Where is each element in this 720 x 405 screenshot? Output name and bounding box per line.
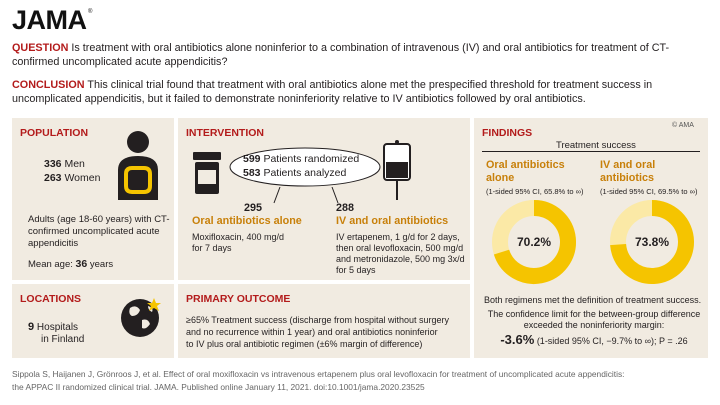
outcome-line-3: to IV plus oral antibiotic regimen (±6% … [186,339,423,349]
registered-mark: ® [88,9,93,15]
difference-value: -3.6% [500,332,535,347]
enrollment-ellipse [229,147,381,187]
allocation-arrows [273,187,339,204]
question-text: Is treatment with oral antibiotics alone… [12,42,670,68]
conclusion: CONCLUSION This clinical trial found tha… [12,78,712,106]
jama-logo: JAMA [12,5,87,35]
women-count: 263 [44,172,62,184]
men-count: 336 [44,158,62,170]
population-title: POPULATION [20,127,89,139]
conclusion-label: CONCLUSION [12,79,85,91]
oral-arm-name: Oral antibiotics alone [192,215,302,227]
mean-age-value: 36 [75,258,88,270]
locations-label-1: Hospitals [36,322,79,333]
iv-arm-name: IV and oral antibiotics [336,215,449,227]
iv-finding-ci: (1-sided 95% CI, 69.5% to ∞) [600,187,698,196]
randomized-label: Patients randomized [263,153,360,165]
intervention-title: INTERVENTION [186,127,264,139]
oral-finding-name-2: alone [486,172,515,184]
oral-count: 295 [244,202,263,214]
citation-line-2: the APPAC II randomized clinical trial. … [12,382,425,392]
iv-finding-name-1: IV and oral [600,159,656,171]
iv-donut-arc [610,200,694,284]
mean-age-unit: years [89,259,114,270]
question: QUESTION Is treatment with oral antibiot… [12,41,712,69]
findings-title: FINDINGS [482,127,533,139]
analyzed-label: Patients analyzed [263,167,347,179]
iv-detail-4: for 5 days [336,265,376,275]
oral-success-value: 70.2% [516,235,552,249]
difference-ci: (1-sided 95% CI, −9.7% to ∞); P = .26 [536,336,688,346]
randomized-count: 599 [243,153,261,165]
analyzed-row: 583 Patients analyzed [243,167,346,179]
findings-summary-2b: exceeded the noninferiority margin: [523,320,665,330]
outcome-title: PRIMARY OUTCOME [186,293,291,305]
iv-success-value: 73.8% [634,235,670,249]
iv-detail-3: and metronidazole, 500 mg 3x/d [336,254,465,264]
women-label: Women [64,172,101,184]
oral-detail-1: Moxifloxacin, 400 mg/d [192,232,285,242]
iv-finding-name-2: antibiotics [600,172,654,184]
oral-finding-name-1: Oral antibiotics [486,159,565,171]
outcome-panel [178,284,470,358]
pill-bottle-icon [193,152,221,194]
findings-subtitle: Treatment success [556,140,636,151]
oral-detail-2: for 7 days [192,243,232,253]
copyright: © AMA [672,122,694,129]
person-with-intestine-icon [118,131,158,200]
difference-row: -3.6% (1-sided 95% CI, −9.7% to ∞); P = … [484,332,704,347]
citation-line-1: Sippola S, Haijanen J, Grönroos J, et al… [12,369,625,379]
randomized-row: 599 Patients randomized [243,153,359,165]
success-donuts [492,200,694,284]
subtitle-rule [482,151,700,152]
iv-bag-icon [383,140,411,200]
intervention-panel [178,118,470,280]
women-row: 263 Women [44,172,100,184]
locations-title: LOCATIONS [20,293,82,305]
men-label: Men [64,158,85,170]
conclusion-text: This clinical trial found that treatment… [12,79,653,105]
globe-icon [121,298,161,337]
findings-summary-2a: The confidence limit for the between-gro… [487,309,701,319]
analyzed-count: 583 [243,167,261,179]
mean-age-label: Mean age: [28,259,73,270]
population-description: Adults (age 18-60 years) with CT-confirm… [28,214,170,249]
findings-summary-1: Both regimens met the definition of trea… [484,295,702,305]
iv-detail-2: then oral levofloxacin, 500 mg/d [336,243,464,253]
locations-count: 9 [28,321,35,333]
locations-count-row: 9 Hospitals [28,321,78,334]
oral-donut-arc [493,200,576,284]
oral-finding-ci: (1-sided 95% CI, 65.8% to ∞) [486,187,584,196]
men-row: 336 Men [44,158,85,170]
mean-age-row: Mean age: 36 years [28,258,113,271]
iv-detail-1: IV ertapenem, 1 g/d for 2 days, [336,232,460,242]
question-label: QUESTION [12,42,69,54]
findings-panel [474,118,708,358]
outcome-line-2: and no recurrence within 1 year) and ora… [186,327,438,337]
iv-count: 288 [336,202,355,214]
outcome-line-1: ≥65% Treatment success (discharge from h… [186,315,450,325]
locations-label-2: in Finland [41,334,85,345]
